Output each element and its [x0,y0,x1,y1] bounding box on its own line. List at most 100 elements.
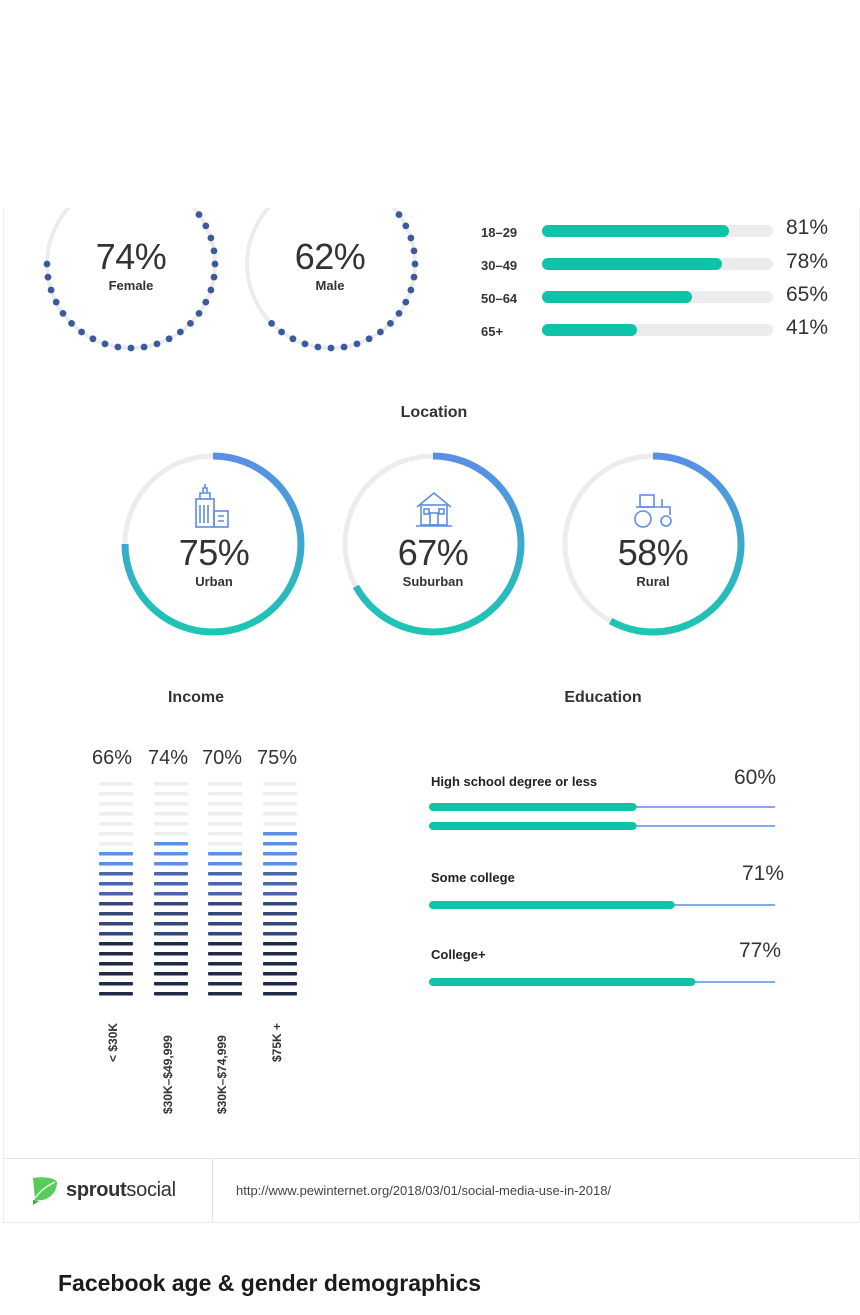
age-bar [542,225,730,237]
gender-dot [127,344,135,352]
gender-dot [289,335,297,343]
logo-social: social [126,1179,176,1201]
gender-dot [410,273,418,281]
gender-dot [202,298,210,306]
gender-dot [377,328,384,336]
gender-dot [195,211,203,218]
gender-rings [43,208,419,352]
income-pct: 75% [257,747,298,769]
income-pct: 66% [92,747,133,769]
age-bar [542,258,723,270]
gender-female-label: Female [108,278,154,293]
income-bar-segment [154,982,188,986]
income-bar-segment [208,832,242,836]
gender-dot [353,340,361,348]
edu-bar-fill [429,901,675,909]
income-bar-segment [154,872,188,876]
gender-dot [387,320,394,327]
education-title: Education [564,689,642,706]
income-bar-segment [263,822,297,826]
age-label: 30–49 [481,258,518,273]
income-bar-segment [154,952,188,956]
gender-dot [59,310,67,317]
gender-dot [207,234,215,242]
income-bar-segment [99,802,133,806]
location-suburban-label: Suburban [402,574,464,589]
income-bar-segment [263,962,297,966]
income-bar-segment [208,852,242,856]
sprout-social-logo[interactable]: sproutsocial [66,1179,176,1202]
income-bar-segment [154,922,188,926]
edu-bar-3 [429,978,775,986]
location-rural-pct: 58% [617,532,689,573]
gender-dot [407,234,415,242]
income-bar-segment [208,992,242,996]
income-bar-segment [263,972,297,976]
income-bar-segment [99,882,133,886]
income-bar-segment [208,942,242,946]
gender-dot [278,328,285,336]
age-track [542,258,773,270]
income-bar-segment [263,872,297,876]
income-bar-segment [154,852,188,856]
gender-dot [202,222,210,230]
edu-bar-1 [429,803,775,830]
income-bar-segment [154,802,188,806]
income-bar-segment [99,922,133,926]
income-bar-segment [154,832,188,836]
gender-male-pct: 62% [294,236,366,277]
age-track [542,324,773,336]
income-bar-segment [99,902,133,906]
income-bar-segment [154,842,188,846]
gender-dot [210,273,218,281]
gender-dot [153,340,161,348]
income-label: $75K + [270,1022,284,1062]
income-bar-segment [263,912,297,916]
gender-dot [402,222,410,230]
edu-pct: 77% [739,939,782,962]
income-label: $30K–$49,999 [161,1035,175,1114]
gender-dot [410,247,418,255]
income-bar-segment [99,862,133,866]
income-bar-segment [99,872,133,876]
income-bar-segment [154,892,188,896]
edu-bar-fill [429,803,637,811]
location-title: Location [400,404,468,421]
gender-female-pct: 74% [95,236,167,277]
income-bar-segment [208,872,242,876]
gender-dot [340,343,348,351]
income-bar-segment [263,812,297,816]
income-bar-segment [263,842,297,846]
income-bar-segment [99,932,133,936]
gender-dot [47,286,55,294]
age-track [542,291,773,303]
income-bar-segment [263,862,297,866]
location-urban-label: Urban [195,574,233,589]
gender-dot [89,335,97,343]
income-bar-segment [263,782,297,786]
income-bar-segment [263,952,297,956]
income-bar-segment [263,902,297,906]
gender-dot [165,335,173,343]
gender-male: 62% Male [270,236,390,293]
gender-dot [140,343,148,351]
income-bar-segment [99,952,133,956]
age-pct: 41% [786,316,829,339]
income-bar-segment [263,942,297,946]
income-bar-segment [154,912,188,916]
income-bar-segment [99,832,133,836]
income-bar-segment [154,792,188,796]
page-heading: Facebook age & gender demographics [58,1270,482,1296]
age-label: 18–29 [481,225,518,240]
source-url[interactable]: http://www.pewinternet.org/2018/03/01/so… [236,1183,612,1198]
income-bar-segment [99,982,133,986]
income-bar-segment [154,812,188,816]
logo-sprout: sprout [66,1179,127,1201]
income-bar-segment [263,832,297,836]
income-bar-segment [208,862,242,866]
location-ring-arc [608,452,745,636]
income-bar-segment [154,932,188,936]
tractor-icon [634,494,672,528]
gender-dot [101,340,109,348]
income-bar-segment [263,892,297,896]
